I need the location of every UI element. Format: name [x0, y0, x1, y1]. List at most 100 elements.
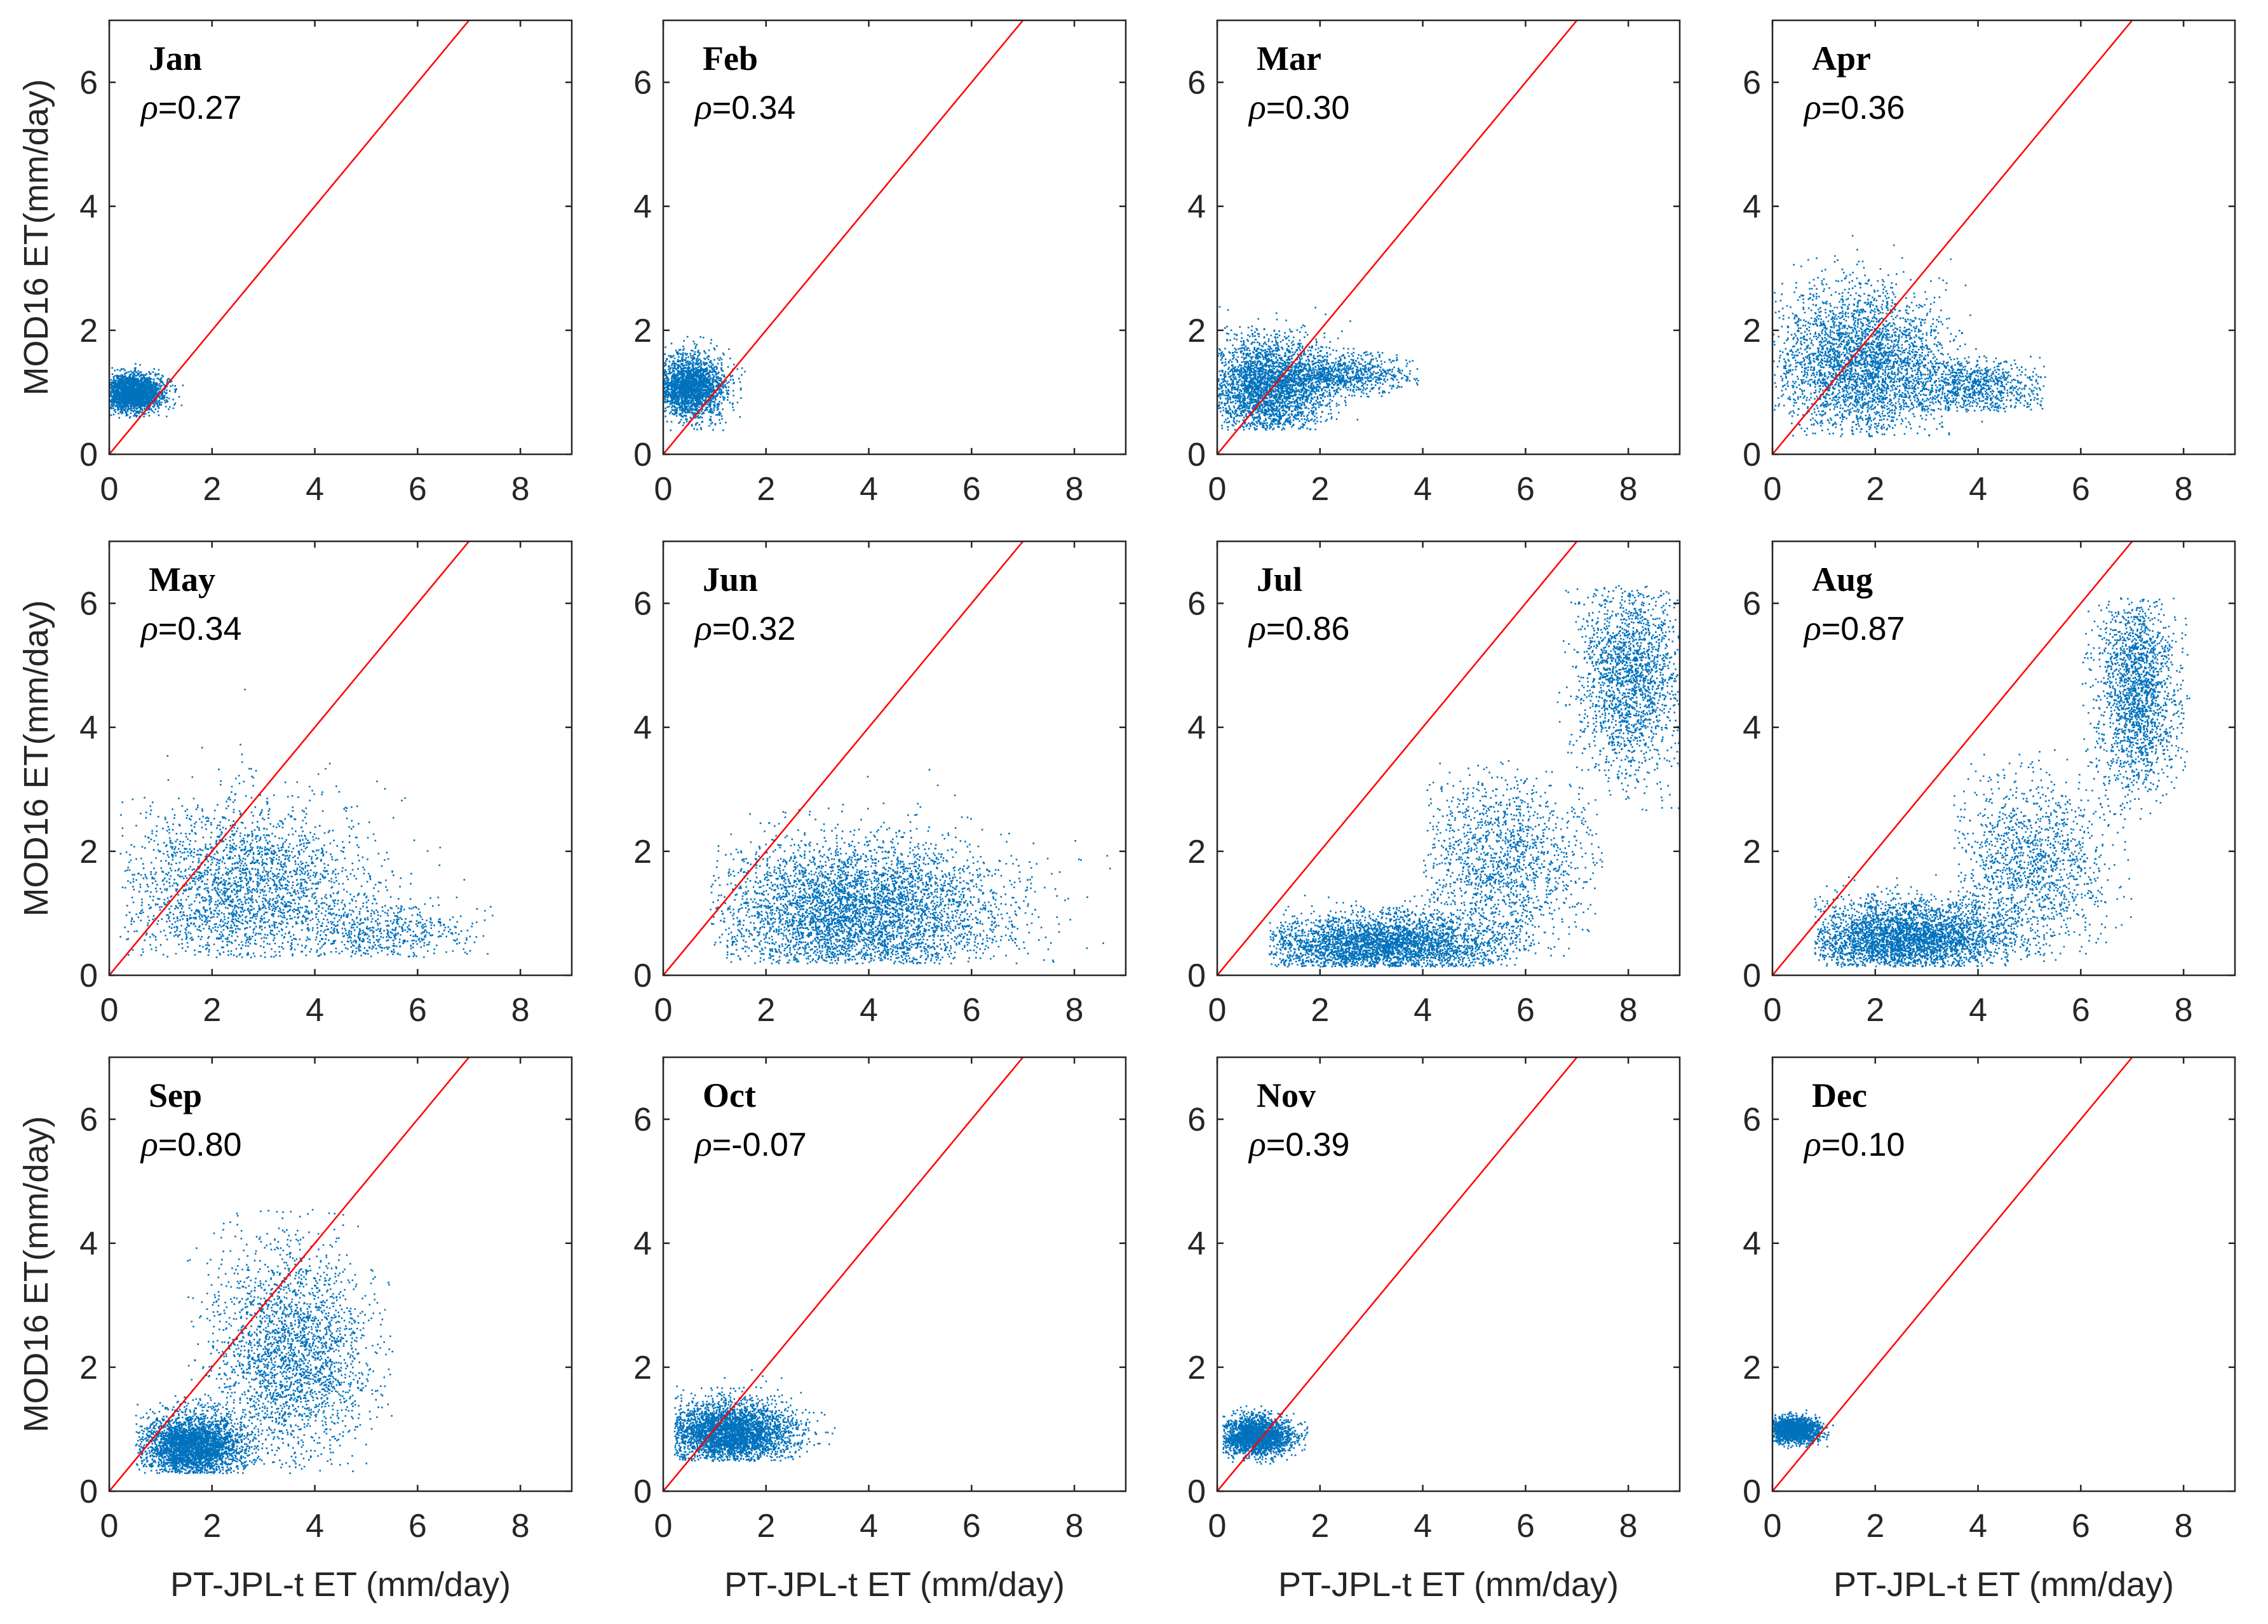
x-tick-label: 0 — [654, 1508, 673, 1545]
y-tick-label: 0 — [633, 1473, 652, 1510]
point-cluster-1 — [1217, 306, 1377, 431]
axes-box — [1771, 1056, 2236, 1492]
rho-symbol: ρ — [1248, 609, 1266, 648]
y-tick-label: 2 — [1743, 313, 1761, 349]
rho-value: =0.80 — [158, 1127, 242, 1163]
y-tick-label: 4 — [633, 710, 652, 747]
point-cluster-1 — [1814, 874, 2057, 968]
month-label: Jul — [1257, 560, 1302, 599]
x-tick-label: 4 — [306, 992, 324, 1029]
axes-box — [1771, 540, 2236, 977]
x-tick-label: 4 — [860, 992, 878, 1029]
axes-box — [1771, 19, 2236, 456]
x-tick-label: 4 — [1969, 471, 1987, 508]
point-cluster-2 — [1423, 760, 1603, 957]
rho-value: =0.36 — [1821, 90, 1905, 126]
rho-value: =0.86 — [1266, 611, 1350, 647]
y-tick-label: 0 — [1743, 957, 1761, 994]
y-tick-label: 6 — [1187, 586, 1206, 623]
x-tick-label: 2 — [1866, 471, 1884, 508]
rho-value: =0.27 — [158, 90, 242, 126]
y-tick-label: 6 — [1743, 65, 1761, 102]
rho-symbol: ρ — [1803, 609, 1821, 648]
one-to-one-line — [663, 20, 1024, 454]
y-tick-label: 6 — [79, 1102, 98, 1139]
x-tick-label: 6 — [1516, 992, 1535, 1029]
y-tick-label: 2 — [1187, 1350, 1206, 1386]
point-cluster-2 — [1294, 349, 1419, 399]
panel-nov: 0 2 4 6 8 0 2 4 6 Nov ρ=0.39 PT-JPL-t ET (mm/day) — [1187, 1056, 1681, 1604]
rho-symbol: ρ — [140, 609, 158, 648]
y-tick-label: 2 — [79, 834, 98, 870]
scatter-points — [663, 335, 746, 431]
plot-area — [1772, 1057, 2235, 1491]
plot-area — [109, 20, 572, 454]
y-tick-label: 2 — [633, 834, 652, 870]
panel-feb: 0 2 4 6 8 0 2 4 6 Feb ρ=0.34 — [633, 19, 1127, 508]
axes-box — [1216, 1056, 1681, 1492]
one-to-one-line — [109, 20, 470, 454]
x-tick-label: 2 — [1311, 992, 1329, 1029]
x-tick-label: 4 — [860, 471, 878, 508]
y-tick-label: 4 — [633, 189, 652, 226]
axes-box — [662, 1056, 1127, 1492]
axes-box — [662, 540, 1127, 977]
point-cluster-1 — [119, 688, 466, 959]
y-tick-label: 2 — [633, 1350, 652, 1386]
point-cluster-3 — [1556, 585, 1680, 815]
x-tick-label: 2 — [203, 992, 221, 1029]
y-tick-label: 2 — [1743, 834, 1761, 870]
x-tick-label: 6 — [2072, 471, 2090, 508]
panel-sep: 0 2 4 6 8 0 2 4 6 Sep ρ=0.80 MOD16 ET(mm/day) PT-JPL… — [17, 1056, 573, 1604]
y-tick-label: 0 — [1743, 436, 1761, 473]
one-to-one-line — [1217, 541, 1578, 975]
rho-annotation: ρ=0.30 — [1248, 88, 1349, 127]
x-tick-label: 6 — [962, 1508, 981, 1545]
y-tick-label: 6 — [633, 1102, 652, 1139]
one-to-one-line — [1217, 20, 1578, 454]
month-label: Oct — [703, 1076, 756, 1114]
y-axis-label: MOD16 ET(mm/day) — [17, 79, 55, 395]
y-tick-label: 0 — [1187, 436, 1206, 473]
x-tick-label: 8 — [1065, 1508, 1084, 1545]
axes-box — [662, 19, 1127, 456]
rho-annotation: ρ=-0.07 — [694, 1125, 807, 1164]
panel-mar: 0 2 4 6 8 0 2 4 6 Mar ρ=0.30 — [1187, 19, 1681, 508]
rho-value: =0.10 — [1821, 1127, 1905, 1163]
x-tick-label: 8 — [1619, 992, 1638, 1029]
x-tick-label: 6 — [1516, 1508, 1535, 1545]
one-to-one-line — [109, 541, 470, 975]
x-tick-label: 8 — [1065, 471, 1084, 508]
scatter-points — [673, 1369, 836, 1462]
month-label: May — [149, 560, 215, 599]
x-tick-label: 0 — [654, 471, 673, 508]
x-tick-label: 8 — [511, 1508, 530, 1545]
axes-box — [108, 540, 573, 977]
x-tick-label: 0 — [1208, 992, 1227, 1029]
x-tick-label: 2 — [1866, 992, 1884, 1029]
y-tick-label: 2 — [1187, 313, 1206, 349]
x-tick-label: 6 — [408, 992, 427, 1029]
rho-value: =0.34 — [712, 90, 796, 126]
y-tick-label: 4 — [1743, 189, 1761, 226]
y-axis-label: MOD16 ET(mm/day) — [17, 600, 55, 916]
y-tick-label: 4 — [79, 189, 98, 226]
x-tick-label: 8 — [2175, 471, 2193, 508]
y-tick-label: 4 — [1743, 1226, 1761, 1262]
x-tick-label: 8 — [511, 471, 530, 508]
plot-area — [663, 20, 1126, 454]
scatter-points — [1269, 585, 1680, 968]
plot-area — [109, 541, 572, 975]
rho-value: =0.32 — [712, 611, 796, 647]
y-tick-label: 6 — [1743, 1102, 1761, 1139]
one-to-one-line — [663, 541, 1024, 975]
rho-annotation: ρ=0.80 — [140, 1125, 241, 1164]
y-tick-label: 2 — [1743, 1350, 1761, 1386]
x-tick-label: 6 — [1516, 471, 1535, 508]
y-tick-label: 0 — [633, 436, 652, 473]
rho-annotation: ρ=0.34 — [140, 609, 241, 648]
x-tick-label: 0 — [1764, 471, 1782, 508]
rho-annotation: ρ=0.39 — [1248, 1125, 1349, 1164]
y-tick-label: 6 — [79, 65, 98, 102]
x-tick-label: 6 — [408, 471, 427, 508]
